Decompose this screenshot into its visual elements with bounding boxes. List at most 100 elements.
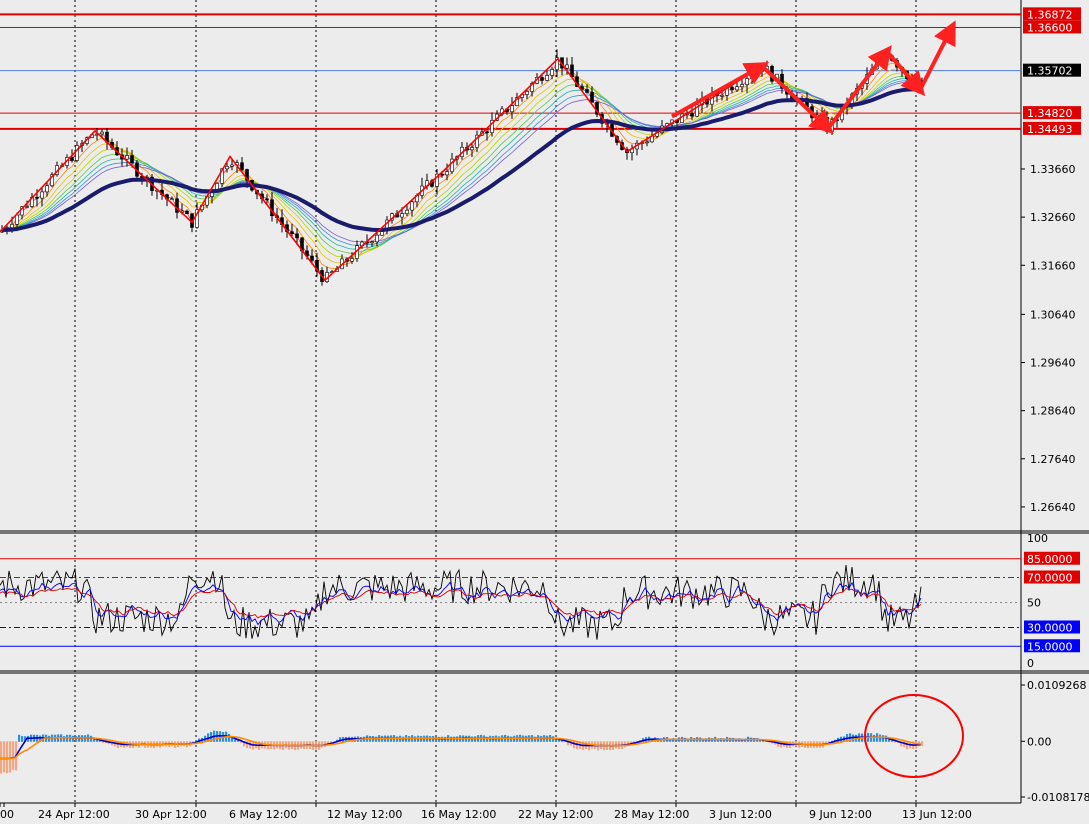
stochastic-axis-label: 100 — [1027, 532, 1048, 545]
macd-histogram-bar — [93, 737, 96, 742]
price-tag-label: 1.34493 — [1027, 123, 1073, 136]
macd-histogram-bar — [72, 735, 75, 742]
time-axis-label: 12 May 12:00 — [327, 808, 402, 821]
macd-histogram-bar — [12, 741, 15, 770]
candle — [50, 174, 54, 187]
macd-histogram-bar — [228, 734, 231, 742]
price-tag — [1023, 20, 1081, 34]
candle — [225, 166, 229, 170]
forecast-arrow — [826, 45, 892, 130]
candle — [515, 97, 519, 106]
candle — [375, 234, 379, 243]
macd-histogram-bar — [555, 737, 558, 742]
macd-histogram-bar — [435, 736, 438, 742]
stochastic-axis-label: 50 — [1027, 597, 1041, 610]
forecast-arrow — [918, 20, 956, 91]
macd-histogram-bar — [3, 741, 6, 773]
macd-histogram-bar — [576, 741, 579, 750]
stochastic-line — [0, 587, 922, 619]
macd-histogram-bar — [99, 740, 102, 742]
candle — [525, 91, 529, 95]
candle — [130, 155, 134, 164]
candle — [735, 86, 739, 91]
candle — [125, 155, 129, 160]
stochastic-level-tag — [1024, 620, 1080, 634]
macd-histogram-bar — [765, 741, 768, 742]
candle — [470, 147, 474, 151]
macd-histogram-bar — [900, 741, 903, 747]
candle — [590, 92, 594, 103]
candle — [510, 105, 514, 113]
macd-histogram-bar — [234, 739, 237, 742]
price-axis-label: 1.32660 — [1030, 211, 1076, 224]
macd-histogram-bar — [759, 739, 762, 742]
time-axis-label: 00 — [0, 808, 14, 821]
macd-histogram-bar — [567, 741, 570, 746]
macd-histogram-bar — [828, 741, 831, 744]
price-axis-label: 1.27640 — [1030, 453, 1076, 466]
candle — [645, 141, 649, 144]
stochastic-level-tag — [1024, 570, 1080, 584]
macd-histogram-bar — [561, 740, 564, 742]
macd-histogram-bar — [195, 740, 198, 742]
forecast-arrow — [760, 64, 834, 135]
candle — [270, 199, 274, 217]
candle — [585, 89, 589, 93]
macd-histogram-bar — [534, 736, 537, 742]
candle — [405, 209, 409, 214]
candle — [540, 77, 544, 81]
macd-histogram-bar — [831, 740, 834, 742]
price-tag — [1023, 63, 1081, 77]
macd-histogram-bar — [9, 741, 12, 773]
candle — [730, 86, 734, 91]
macd-histogram-bar — [921, 741, 924, 747]
stochastic-level-label: 15.0000 — [1027, 640, 1073, 653]
macd-histogram-bar — [510, 736, 513, 742]
candle — [265, 198, 269, 201]
candle — [475, 134, 479, 148]
stochastic-level-label: 30.0000 — [1027, 622, 1073, 635]
macd-histogram-bar — [825, 741, 828, 745]
candle — [740, 84, 744, 88]
candle — [310, 255, 314, 261]
candle — [35, 196, 39, 199]
candle — [745, 78, 749, 85]
forecast-arrow — [671, 62, 769, 119]
candle — [25, 206, 29, 208]
ema-slow-path — [1, 87, 923, 232]
macd-histogram-bar — [873, 734, 876, 742]
stochastic-level-tag — [1024, 639, 1080, 653]
stochastic-line — [0, 581, 922, 626]
stochastic-level-label: 85.0000 — [1027, 553, 1073, 566]
macd-histogram-bar — [894, 741, 897, 743]
macd-axis-label: 0.0109268 — [1027, 679, 1087, 692]
candle — [545, 75, 549, 81]
candle — [295, 233, 299, 239]
price-tag — [1023, 7, 1081, 21]
stochastic-series — [0, 558, 1021, 647]
candle — [40, 191, 44, 199]
macd-histogram-bar — [336, 739, 339, 742]
candle — [45, 185, 49, 193]
candle — [170, 198, 174, 201]
macd-histogram-bar — [0, 741, 3, 774]
price-axis-label: 1.33660 — [1030, 163, 1076, 176]
stochastic-axis-label: 0 — [1027, 657, 1034, 670]
macd-histogram-bar — [6, 741, 9, 774]
time-axis-label: 28 May 12:00 — [614, 808, 689, 821]
forecast-arrow — [885, 50, 926, 97]
candle — [690, 113, 694, 117]
time-axis-label: 3 Jun 12:00 — [709, 808, 772, 821]
highlight-circle-annotation — [864, 694, 964, 778]
macd-histogram-bar — [564, 741, 567, 742]
macd-histogram-bar — [192, 741, 195, 743]
macd-histogram-bar — [246, 741, 249, 748]
candle — [400, 213, 404, 218]
candle — [175, 198, 179, 213]
macd-histogram-bar — [570, 741, 573, 746]
candle — [230, 164, 234, 167]
macd-histogram-bar — [573, 741, 576, 749]
